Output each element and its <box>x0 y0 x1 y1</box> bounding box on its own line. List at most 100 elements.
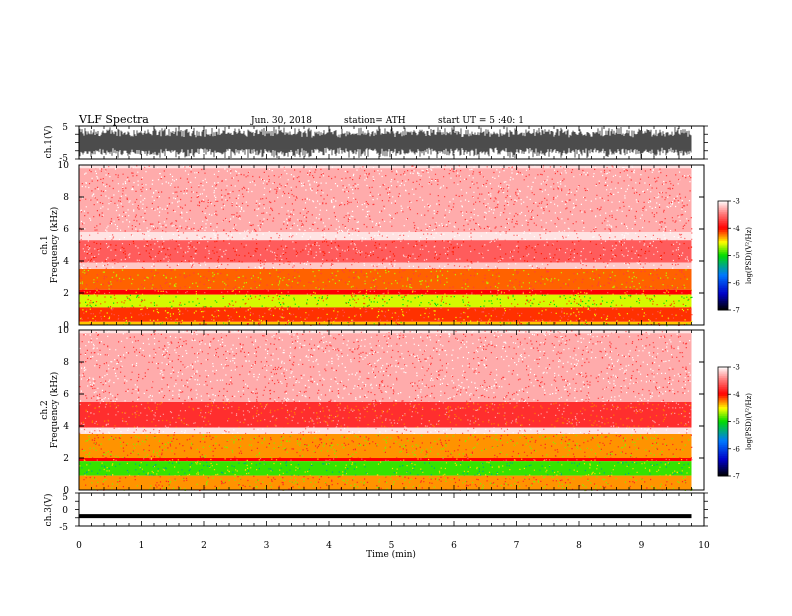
colorbar-label: log(PSD)(V²/Hz) <box>745 393 753 450</box>
ytick-label: 2 <box>63 289 69 299</box>
colorbar-segment <box>718 297 728 300</box>
colorbar-segment <box>718 383 728 386</box>
colorbar-segment <box>718 428 728 431</box>
colorbar-segment <box>718 293 728 296</box>
colorbar-segment <box>718 408 728 411</box>
colorbar-segment <box>718 368 728 372</box>
colorbar-segment <box>718 446 728 450</box>
spectrogram-texture-dark <box>79 168 693 234</box>
colorbar-segment <box>718 412 728 415</box>
ch2-colorbar: -3 -4 -5 -6 -7 log(PSD)(V²/Hz) <box>717 364 753 481</box>
xtick-label: 0 <box>76 541 82 551</box>
ytick-label: 0 <box>63 321 69 331</box>
colorbar-segment <box>718 410 728 413</box>
ytick-label: 10 <box>58 161 70 171</box>
spectrogram-band-0 <box>79 330 692 334</box>
colorbar-segment <box>718 394 728 397</box>
spectrogram-band-8 <box>79 307 692 322</box>
colorbar-segment <box>718 397 728 401</box>
colorbar-tick-label: -7 <box>733 473 740 481</box>
xtick-label: 5 <box>389 541 395 551</box>
colorbar-segment <box>718 439 728 442</box>
colorbar-segment <box>718 224 728 227</box>
spectrogram-band-4 <box>79 434 692 458</box>
colorbar-tick-label: -7 <box>733 307 740 315</box>
spectrogram-band-9 <box>79 321 692 325</box>
ch3-ytick-top: 5 <box>62 493 68 503</box>
spectrogram-band-2 <box>79 402 692 428</box>
xtick-label: 3 <box>264 541 270 551</box>
colorbar-segment <box>718 448 728 451</box>
header-start-time: start UT = 5 :40: 1 <box>438 116 524 126</box>
colorbar-segment <box>718 300 728 304</box>
colorbar-segment <box>718 248 728 251</box>
colorbar-segment <box>718 250 728 253</box>
colorbar-segment <box>718 443 728 446</box>
spectrogram-texture-light <box>81 427 689 436</box>
colorbar-segment <box>718 237 728 240</box>
colorbar-segment <box>718 379 728 382</box>
colorbar-segment <box>718 416 728 419</box>
ch1-waveform-panel: 5 -5 ch.1(V) <box>43 123 708 164</box>
colorbar-segment <box>718 459 728 462</box>
colorbar-segment <box>718 461 728 464</box>
colorbar-segment <box>718 367 728 370</box>
colorbar-segment <box>718 268 728 271</box>
colorbar-segment <box>718 374 728 377</box>
xtick-label: 2 <box>201 541 207 551</box>
spectrogram-band-6 <box>79 289 692 295</box>
colorbar-segment <box>718 282 728 285</box>
colorbar-segment <box>718 445 728 448</box>
colorbar-segment <box>718 381 728 384</box>
colorbar-segment <box>718 406 728 410</box>
spectrogram-band-5 <box>79 458 692 462</box>
ch3-ytick-middle: 0 <box>62 506 68 516</box>
spectrogram-band-1 <box>79 333 692 402</box>
spectrogram-texture-dark <box>79 240 693 264</box>
ch1-spectrogram-image <box>79 165 704 327</box>
colorbar-segment <box>718 466 728 470</box>
colorbar-segment <box>718 388 728 392</box>
ch1-spectrogram-panel: 0 2 4 6 8 10 ch.1 Frequency (kHz) -3 -4 -5 -6 -7 l… <box>40 161 753 331</box>
colorbar-tick-label: -3 <box>733 364 740 372</box>
colorbar-segment <box>718 377 728 381</box>
colorbar-segment <box>718 279 728 282</box>
spectrogram-band-0 <box>79 165 692 169</box>
colorbar-segment <box>718 437 728 441</box>
colorbar-segment <box>718 266 728 269</box>
colorbar-segment <box>718 456 728 459</box>
colorbar-segment <box>718 414 728 417</box>
colorbar-segment <box>718 452 728 455</box>
colorbar-segment <box>718 230 728 233</box>
header-station: station= ATH <box>344 116 406 126</box>
ch2-spectrogram-panel: 0 2 4 6 8 10 ch.2 Frequency (kHz) -3 -4 -5 -6 -7 l… <box>40 326 753 496</box>
colorbar-segment <box>718 432 728 435</box>
xtick-label: 10 <box>698 541 710 551</box>
ytick-label: 10 <box>58 326 70 336</box>
colorbar-segment <box>718 308 728 311</box>
colorbar-segment <box>718 215 728 218</box>
ch1-spectrogram-ylabel: Frequency (kHz) <box>49 207 60 284</box>
colorbar-segment <box>718 426 728 430</box>
ch1-waveform-ticks <box>75 125 708 160</box>
colorbar-segment <box>718 403 728 406</box>
colorbar-segment <box>718 257 728 260</box>
spectrogram-texture-dark <box>79 269 692 291</box>
time-axis-label: Time (min) <box>366 549 416 560</box>
xtick-label: 6 <box>451 541 457 551</box>
colorbar-tick-label: -3 <box>733 198 740 206</box>
colorbar-segment <box>718 436 728 439</box>
colorbar-tick-label: -5 <box>733 418 740 426</box>
ch1-ylabel: ch.1(V) <box>43 126 54 159</box>
spectrogram-band-1 <box>79 168 692 233</box>
colorbar-segment <box>718 228 728 231</box>
colorbar-segment <box>718 390 728 393</box>
spectrogram-texture-dark <box>80 289 690 296</box>
colorbar-segment <box>718 441 728 444</box>
colorbar-segment <box>718 417 728 421</box>
colorbar-tick-label: -5 <box>733 252 740 260</box>
colorbar-segment <box>718 213 728 216</box>
xtick-label: 9 <box>639 541 645 551</box>
spectrogram-band-2 <box>79 232 692 241</box>
ch3-ylabel: ch.3(V) <box>43 494 54 527</box>
